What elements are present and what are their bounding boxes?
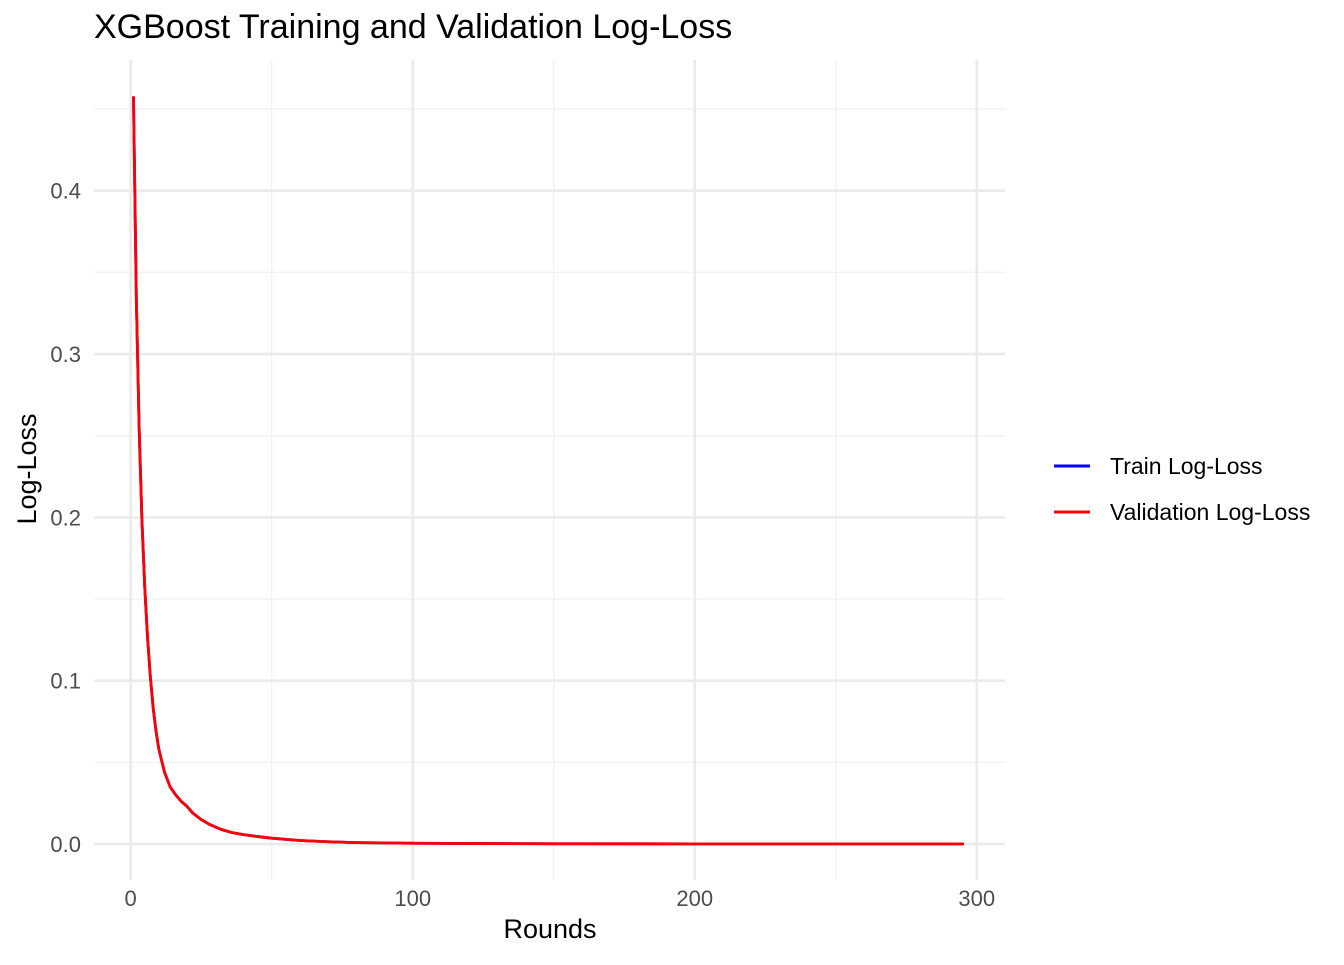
y-tick-label-1: 0.1 (50, 669, 81, 694)
series-line-train (132, 96, 965, 846)
y-tick-label-2: 0.2 (50, 505, 81, 530)
y-tick-label-4: 0.4 (50, 179, 81, 204)
y-axis-title: Log-Loss (12, 413, 42, 524)
y-axis-ticks: 0.0 0.1 0.2 0.3 0.4 (50, 179, 81, 857)
chart-title: XGBoost Training and Validation Log-Loss (94, 8, 732, 46)
minor-gridlines (94, 60, 1005, 880)
series-line-validation (132, 96, 965, 846)
x-tick-label-3: 300 (958, 886, 995, 911)
legend: Train Log-Loss Validation Log-Loss (1054, 453, 1310, 525)
y-tick-label-3: 0.3 (50, 342, 81, 367)
series-lines (132, 96, 965, 846)
x-tick-label-1: 100 (394, 886, 431, 911)
y-tick-label-0: 0.0 (50, 832, 81, 857)
x-axis-title: Rounds (503, 914, 596, 944)
legend-label-validation: Validation Log-Loss (1110, 499, 1310, 525)
major-gridlines (94, 60, 1005, 880)
x-tick-label-0: 0 (125, 886, 137, 911)
x-tick-label-2: 200 (676, 886, 713, 911)
legend-label-train: Train Log-Loss (1110, 453, 1263, 479)
x-axis-ticks: 0 100 200 300 (125, 886, 996, 911)
